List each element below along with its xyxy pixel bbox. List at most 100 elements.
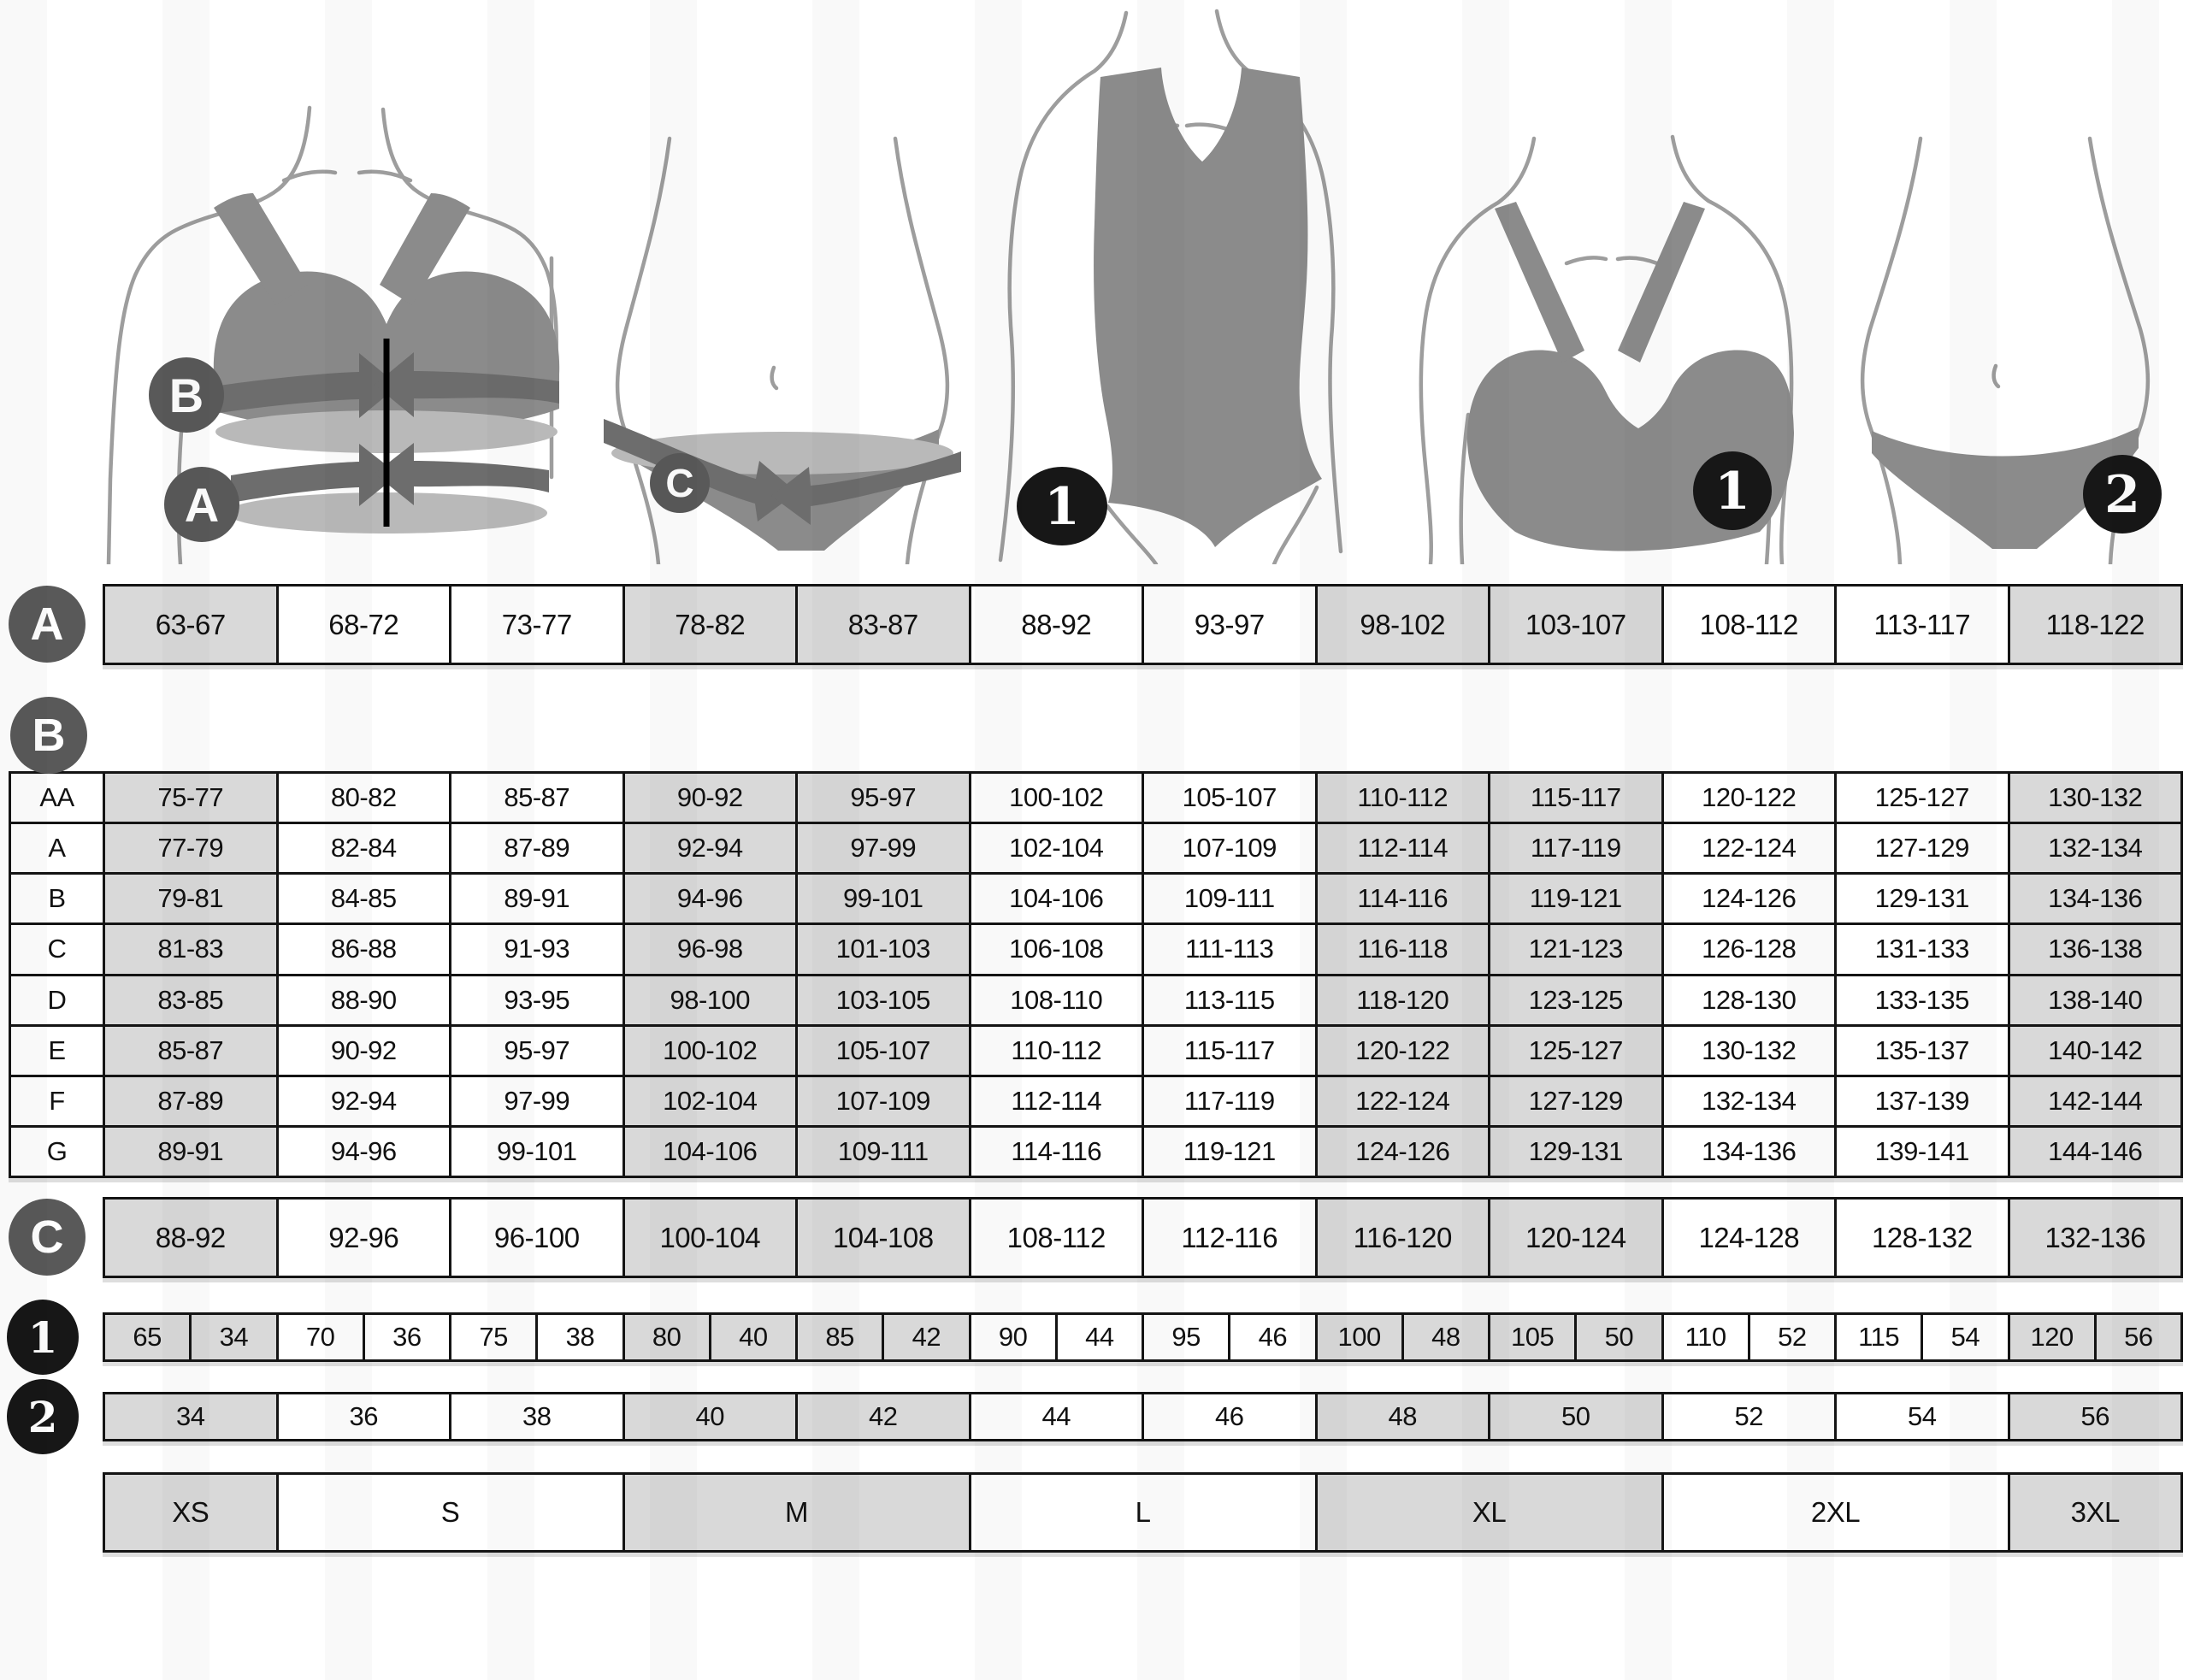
leg-outline [1272, 485, 1319, 564]
bust-range-cell: 104-106 [968, 872, 1144, 926]
hip-range-cell: 128-132 [1834, 1197, 2010, 1278]
bust-range-cell: 84-85 [275, 872, 451, 926]
brief-size-row: 34 36 38 40 42 44 46 48 50 52 54 56 [103, 1392, 2183, 1441]
bust-range-cell: 82-84 [275, 822, 451, 875]
body-outline [615, 136, 672, 564]
bust-range-cell: 115-117 [1488, 770, 1664, 825]
cup-label-cell: D [9, 973, 105, 1027]
svg-text:1: 1 [1044, 477, 1080, 537]
intl-size-cell: L [968, 1472, 1318, 1553]
bust-range-cell: 105-107 [795, 1023, 971, 1077]
bust-range-cell: 138-140 [2007, 973, 2183, 1027]
bust-range-cell: 124-126 [1661, 872, 1837, 926]
brief-garment [1872, 427, 2139, 549]
bust-range-cell: 97-99 [449, 1074, 625, 1128]
bust-range-cell: 83-85 [103, 973, 279, 1027]
body-outline [893, 136, 950, 564]
bust-range-cell: 123-125 [1488, 973, 1664, 1027]
bust-range-cell: 86-88 [275, 923, 451, 976]
bust-range-cell: 90-92 [622, 770, 798, 825]
bust-range-cell: 124-126 [1314, 1124, 1490, 1179]
svg-text:A: A [185, 478, 219, 532]
bust-range-cell: 133-135 [1834, 973, 2010, 1027]
bust-range-cell: 120-122 [1661, 770, 1837, 825]
bust-range-cell: 135-137 [1834, 1023, 2010, 1077]
bra-size-cell: 44 [1054, 1312, 1145, 1362]
bust-measure-arrow [375, 352, 559, 417]
bust-range-cell: 94-96 [622, 872, 798, 926]
bust-range-cell: 131-133 [1834, 923, 2010, 976]
body-outline [1214, 9, 1343, 554]
bust-range-cell: 117-119 [1488, 822, 1664, 875]
hip-range-row: 88-92 92-96 96-100 100-104 104-108 108-112 112… [103, 1197, 2183, 1278]
bra-size-cell: 34 [189, 1312, 279, 1362]
bust-range-cell: 122-124 [1661, 822, 1837, 875]
bust-range-cell: 101-103 [795, 923, 971, 976]
bust-range-cell: 95-97 [449, 1023, 625, 1077]
bust-range-cell: 87-89 [103, 1074, 279, 1128]
cup-label-cell: B [9, 872, 105, 926]
bust-range-cell: 80-82 [275, 770, 451, 825]
underbust-measure-arrow [375, 443, 549, 505]
bust-range-cell: 140-142 [2007, 1023, 2183, 1077]
bust-range-cell: 114-116 [1314, 872, 1490, 926]
bra-size-cell: 42 [882, 1312, 971, 1362]
bust-range-cell: 122-124 [1314, 1074, 1490, 1128]
bust-range-cell: 90-92 [275, 1023, 451, 1077]
hip-range-cell: 116-120 [1314, 1197, 1490, 1278]
bust-range-cell: 113-115 [1142, 973, 1318, 1027]
underbust-range-cell: 88-92 [968, 584, 1144, 665]
bra-size-cell: 48 [1401, 1312, 1491, 1362]
collarbone-line [281, 169, 338, 183]
bust-cup-grid: AA 75-77 80-82 85-87 90-92 95-97 100-102 105-10… [9, 770, 2183, 1179]
underbust-range-cell: 98-102 [1314, 584, 1490, 665]
bra-size-cell: 70 [275, 1312, 365, 1362]
badge-c-figure: C [650, 453, 710, 513]
bust-range-cell: 119-121 [1488, 872, 1664, 926]
bust-range-cell: 127-129 [1488, 1074, 1664, 1128]
underbust-range-cell: 83-87 [795, 584, 971, 665]
hip-measure-arrow [771, 451, 961, 525]
badge-bra-size-1: 1 [7, 1300, 79, 1375]
hip-range-cell: 96-100 [449, 1197, 625, 1278]
badge-b-figure: B [149, 357, 224, 433]
bust-range-cell: 93-95 [449, 973, 625, 1027]
bust-range-cell: 104-106 [622, 1124, 798, 1179]
underbust-range-row: 63-67 68-72 73-77 78-82 83-87 88-92 93-97 98-10… [103, 584, 2183, 665]
bust-range-cell: 109-111 [1142, 872, 1318, 926]
bust-range-cell: 119-121 [1142, 1124, 1318, 1179]
bra-size-cell: 52 [1747, 1312, 1838, 1362]
underbust-range-cell: 118-122 [2007, 584, 2183, 665]
bust-range-cell: 107-109 [1142, 822, 1318, 875]
bust-range-cell: 112-114 [1314, 822, 1490, 875]
hip-range-cell: 92-96 [275, 1197, 451, 1278]
bra-size-cell: 120 [2007, 1312, 2097, 1362]
bust-range-cell: 91-93 [449, 923, 625, 976]
bust-range-cell: 105-107 [1142, 770, 1318, 825]
body-outline [1419, 136, 1537, 564]
bust-range-cell: 118-120 [1314, 973, 1490, 1027]
bust-range-cell: 108-110 [968, 973, 1144, 1027]
figure-brief-measurement-guide: C [604, 136, 961, 564]
bust-range-cell: 106-108 [968, 923, 1144, 976]
bra-size-cell: 85 [794, 1312, 885, 1362]
cup-label-cell: C [9, 923, 105, 976]
bust-range-cell: 127-129 [1834, 822, 2010, 875]
bust-range-cell: 132-134 [1661, 1074, 1837, 1128]
bust-range-cell: 79-81 [103, 872, 279, 926]
underbust-range-cell: 108-112 [1661, 584, 1837, 665]
badge-a-figure: A [164, 467, 239, 542]
brief-size-cell: 48 [1314, 1392, 1490, 1441]
bust-range-cell: 114-116 [968, 1124, 1144, 1179]
bra-strap [380, 193, 470, 305]
underbust-range-table: 63-67 68-72 73-77 78-82 83-87 88-92 93-97 98-10… [103, 584, 2183, 665]
brief-size-cell: 54 [1834, 1392, 2010, 1441]
bust-range-cell: 129-131 [1834, 872, 2010, 926]
bra-size-cell: 95 [1141, 1312, 1231, 1362]
bust-range-cell: 92-94 [622, 822, 798, 875]
bust-range-cell: 115-117 [1142, 1023, 1318, 1077]
bra-size-cell: 50 [1574, 1312, 1664, 1362]
cup-label-cell: A [9, 822, 105, 875]
bra-size-cell: 80 [622, 1312, 711, 1362]
bra-size-cell: 110 [1661, 1312, 1750, 1362]
